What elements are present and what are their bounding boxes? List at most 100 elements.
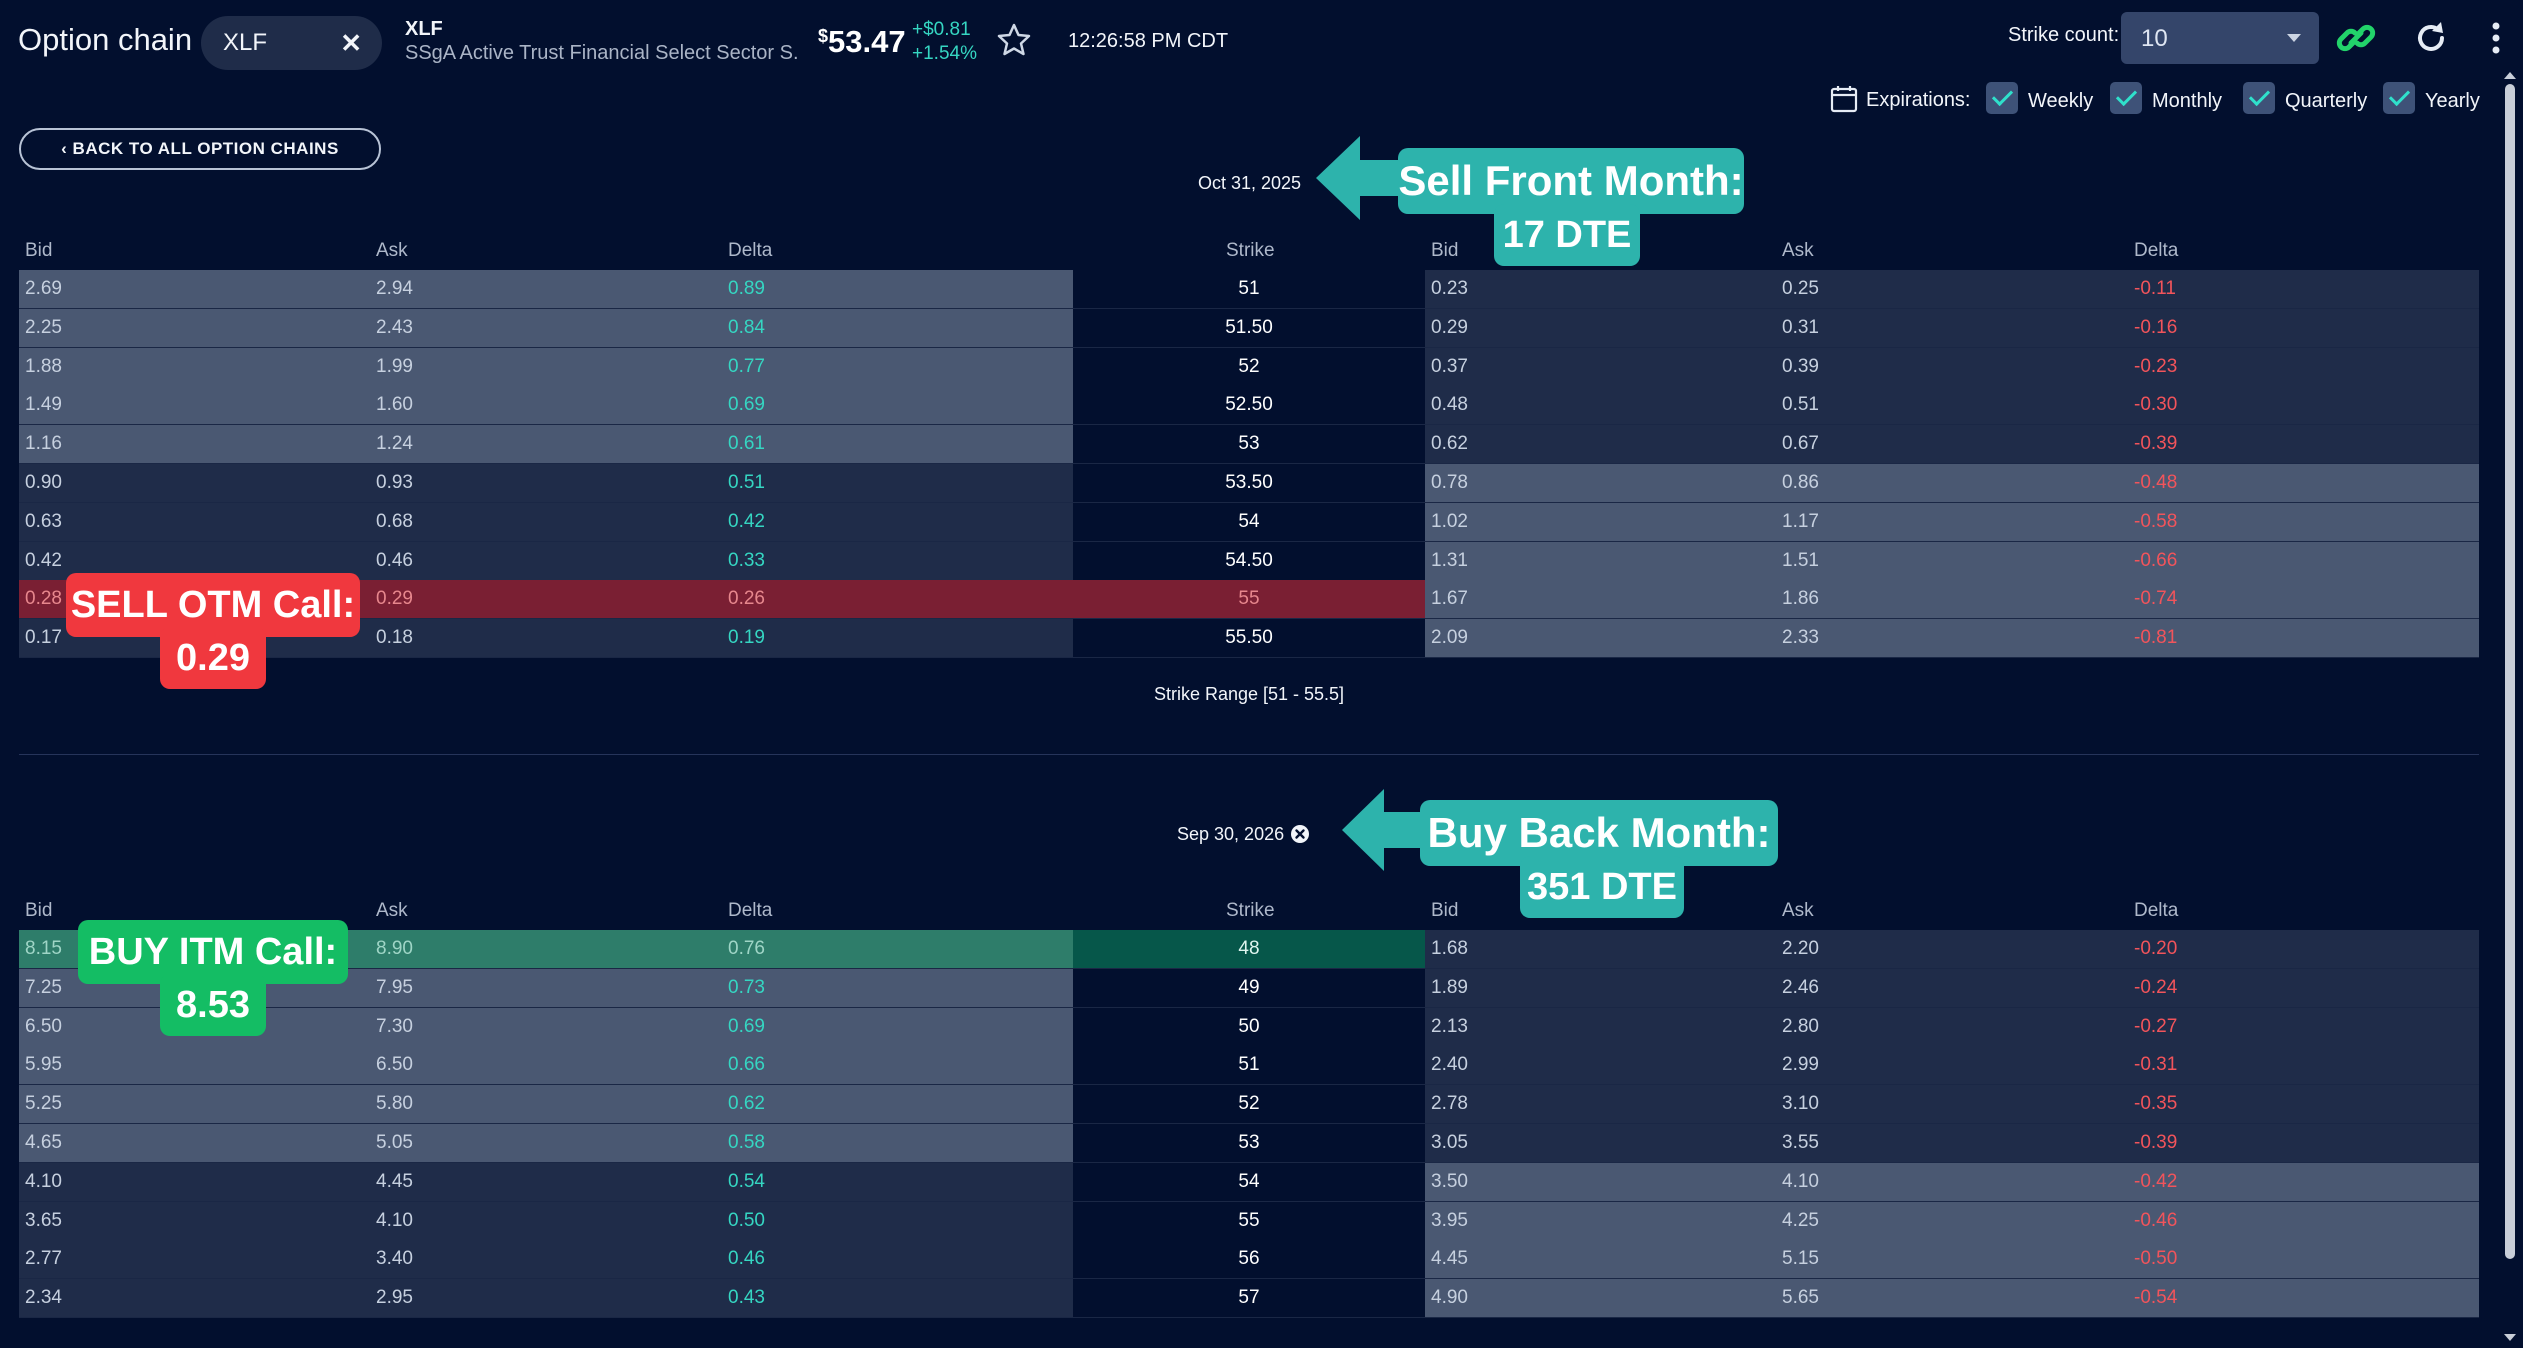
put-delta-value[interactable]: -0.31 [2134, 1054, 2178, 1076]
put-side-cell[interactable] [1425, 968, 2479, 1007]
put-delta-value[interactable]: -0.74 [2134, 588, 2178, 610]
table-row[interactable]: 0.42 0.46 0.33 54.50 1.31 1.51 -0.66 [19, 541, 2479, 581]
put-ask-value[interactable]: 5.65 [1782, 1287, 1819, 1309]
call-delta-value[interactable]: 0.69 [728, 1015, 765, 1037]
table-row[interactable]: 0.63 0.68 0.42 54 1.02 1.17 -0.58 [19, 502, 2479, 542]
call-bid-value[interactable]: 2.34 [25, 1287, 62, 1309]
call-delta-value[interactable]: 0.51 [728, 472, 765, 493]
put-bid-value[interactable]: 4.45 [1431, 1248, 1468, 1270]
yearly-label[interactable]: Yearly [2425, 90, 2480, 112]
table-row[interactable]: 4.65 5.05 0.58 53 3.05 3.55 -0.39 [19, 1124, 2479, 1163]
call-delta-value[interactable]: 0.33 [728, 549, 765, 571]
call-side-cell[interactable] [19, 502, 1073, 541]
yearly-checkbox[interactable] [2383, 82, 2415, 114]
put-delta-value[interactable]: -0.20 [2134, 938, 2178, 959]
call-bid-value[interactable]: 2.77 [25, 1248, 62, 1270]
call-ask-value[interactable]: 1.24 [376, 433, 413, 455]
put-delta-value[interactable]: -0.46 [2134, 1209, 2178, 1231]
put-ask-value[interactable]: 2.80 [1782, 1015, 1819, 1037]
put-bid-value[interactable]: 3.05 [1431, 1132, 1468, 1153]
put-delta-value[interactable]: -0.16 [2134, 316, 2178, 338]
call-delta-value[interactable]: 0.19 [728, 627, 765, 649]
call-ask-value[interactable]: 7.30 [376, 1015, 413, 1037]
put-bid-value[interactable]: 0.29 [1431, 316, 1468, 338]
call-ask-value[interactable]: 0.46 [376, 549, 413, 571]
table-row[interactable]: 5.25 5.80 0.62 52 2.78 3.10 -0.35 [19, 1085, 2479, 1125]
put-delta-value[interactable]: -0.58 [2134, 510, 2178, 532]
call-bid-value[interactable]: 0.28 [25, 588, 62, 610]
put-side-cell[interactable] [1425, 1085, 2479, 1124]
link-icon[interactable] [2334, 16, 2378, 60]
call-delta-value[interactable]: 0.76 [728, 938, 765, 959]
put-ask-value[interactable]: 3.10 [1782, 1093, 1819, 1115]
put-delta-value[interactable]: -0.11 [2134, 278, 2176, 299]
quarterly-checkbox[interactable] [2243, 82, 2275, 114]
table-row[interactable]: 0.90 0.93 0.51 53.50 0.78 0.86 -0.48 [19, 464, 2479, 503]
call-bid-value[interactable]: 0.63 [25, 510, 62, 532]
weekly-checkbox[interactable] [1986, 82, 2018, 114]
call-ask-value[interactable]: 0.68 [376, 510, 413, 532]
put-delta-value[interactable]: -0.30 [2134, 394, 2178, 416]
put-side-cell[interactable] [1425, 580, 2479, 619]
call-delta-value[interactable]: 0.58 [728, 1132, 765, 1153]
put-side-cell[interactable] [1425, 347, 2479, 386]
put-ask-value[interactable]: 4.25 [1782, 1209, 1819, 1231]
put-side-cell[interactable] [1425, 619, 2479, 658]
put-side-cell[interactable] [1425, 1007, 2479, 1046]
put-ask-value[interactable]: 2.20 [1782, 938, 1819, 959]
put-side-cell[interactable] [1425, 541, 2479, 580]
put-bid-value[interactable]: 1.89 [1431, 976, 1468, 998]
put-ask-value[interactable]: 2.46 [1782, 976, 1819, 998]
call-ask-value[interactable]: 2.94 [376, 278, 413, 299]
call-ask-value[interactable]: 6.50 [376, 1054, 413, 1076]
call-ask-value[interactable]: 0.93 [376, 472, 413, 493]
call-ask-value[interactable]: 0.18 [376, 627, 413, 649]
put-ask-value[interactable]: 0.51 [1782, 394, 1819, 416]
call-side-cell[interactable] [19, 308, 1073, 347]
more-vertical-icon[interactable] [2474, 16, 2518, 60]
call-delta-value[interactable]: 0.73 [728, 976, 765, 998]
call-bid-value[interactable]: 5.25 [25, 1093, 62, 1115]
put-side-cell[interactable] [1425, 1124, 2479, 1162]
scroll-down-icon[interactable] [2504, 1334, 2516, 1341]
table-row[interactable]: 4.10 4.45 0.54 54 3.50 4.10 -0.42 [19, 1162, 2479, 1202]
put-side-cell[interactable] [1425, 270, 2479, 308]
put-ask-value[interactable]: 4.10 [1782, 1170, 1819, 1192]
call-bid-value[interactable]: 1.88 [25, 355, 62, 377]
monthly-label[interactable]: Monthly [2152, 90, 2223, 112]
call-side-cell[interactable] [19, 347, 1073, 386]
call-bid-value[interactable]: 6.50 [25, 1015, 62, 1037]
put-bid-value[interactable]: 4.90 [1431, 1287, 1468, 1309]
put-bid-value[interactable]: 2.09 [1431, 627, 1468, 649]
put-bid-value[interactable]: 2.40 [1431, 1054, 1468, 1076]
monthly-checkbox[interactable] [2110, 82, 2142, 114]
put-delta-value[interactable]: -0.42 [2134, 1170, 2178, 1192]
expiration-date-2[interactable]: Sep 30, 2026 [1177, 824, 1285, 844]
call-side-cell[interactable] [19, 1046, 1073, 1085]
call-bid-value[interactable]: 4.10 [25, 1170, 62, 1192]
call-side-cell[interactable] [19, 1279, 1073, 1318]
table-row[interactable]: 3.65 4.10 0.50 55 3.95 4.25 -0.46 [19, 1201, 2479, 1241]
call-delta-value[interactable]: 0.42 [728, 510, 765, 532]
call-ask-value[interactable]: 2.43 [376, 316, 413, 338]
put-bid-value[interactable]: 3.95 [1431, 1209, 1468, 1231]
put-bid-value[interactable]: 0.62 [1431, 433, 1468, 455]
put-bid-value[interactable]: 2.78 [1431, 1093, 1468, 1115]
put-ask-value[interactable]: 1.17 [1782, 510, 1819, 532]
expiration-date-1[interactable]: Oct 31, 2025 [1198, 173, 1302, 193]
put-delta-value[interactable]: -0.24 [2134, 976, 2178, 998]
call-bid-value[interactable]: 5.95 [25, 1054, 62, 1076]
call-ask-value[interactable]: 1.99 [376, 355, 413, 377]
close-circle-icon[interactable] [1290, 824, 1310, 844]
put-side-cell[interactable] [1425, 464, 2479, 502]
put-bid-value[interactable]: 3.50 [1431, 1170, 1468, 1192]
close-icon[interactable]: ✕ [340, 28, 362, 58]
put-delta-value[interactable]: -0.66 [2134, 549, 2178, 571]
put-side-cell[interactable] [1425, 502, 2479, 541]
call-side-cell[interactable] [19, 1162, 1073, 1201]
put-delta-value[interactable]: -0.50 [2134, 1248, 2178, 1270]
strike-count-select[interactable]: 10 [2121, 12, 2319, 64]
call-side-cell[interactable] [19, 386, 1073, 425]
call-side-cell[interactable] [19, 1085, 1073, 1124]
call-bid-value[interactable]: 0.17 [25, 627, 62, 649]
